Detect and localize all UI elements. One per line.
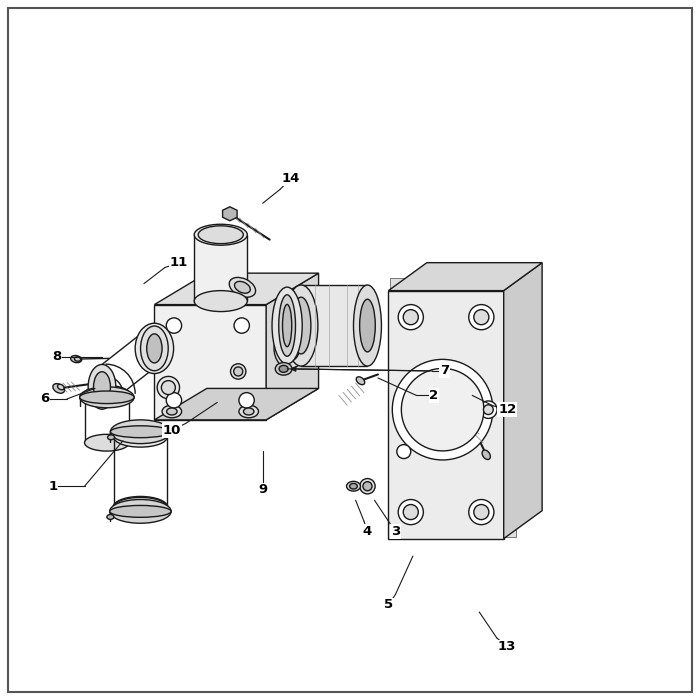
Polygon shape	[194, 234, 247, 301]
Text: 9: 9	[258, 483, 267, 496]
Ellipse shape	[350, 484, 357, 489]
Ellipse shape	[403, 505, 419, 519]
Text: 11: 11	[169, 256, 188, 270]
Ellipse shape	[94, 372, 111, 402]
Ellipse shape	[111, 420, 171, 444]
Text: 12: 12	[498, 403, 517, 416]
Ellipse shape	[162, 405, 181, 418]
Ellipse shape	[280, 336, 300, 361]
Ellipse shape	[234, 318, 249, 333]
Ellipse shape	[52, 384, 64, 393]
Ellipse shape	[469, 304, 494, 330]
Ellipse shape	[167, 318, 181, 333]
Text: 2: 2	[429, 389, 438, 402]
Ellipse shape	[398, 500, 424, 525]
Ellipse shape	[230, 364, 246, 379]
Ellipse shape	[482, 450, 491, 459]
Ellipse shape	[279, 365, 288, 372]
Polygon shape	[223, 206, 237, 220]
Ellipse shape	[85, 386, 130, 402]
Ellipse shape	[111, 426, 171, 438]
Ellipse shape	[108, 435, 115, 440]
Ellipse shape	[80, 387, 134, 408]
Ellipse shape	[274, 328, 305, 369]
Ellipse shape	[244, 408, 254, 415]
Ellipse shape	[363, 482, 372, 491]
Ellipse shape	[147, 334, 162, 363]
Text: 1: 1	[48, 480, 57, 493]
Ellipse shape	[194, 224, 247, 245]
Ellipse shape	[114, 498, 167, 517]
Ellipse shape	[398, 304, 424, 330]
Polygon shape	[390, 278, 517, 537]
Text: 3: 3	[391, 525, 400, 538]
Ellipse shape	[346, 482, 360, 491]
Ellipse shape	[360, 479, 375, 494]
Ellipse shape	[110, 500, 172, 524]
Ellipse shape	[80, 391, 134, 404]
Ellipse shape	[114, 428, 167, 447]
Ellipse shape	[229, 277, 256, 297]
Ellipse shape	[141, 326, 168, 371]
Text: 10: 10	[162, 424, 181, 437]
Text: 13: 13	[498, 640, 517, 653]
Polygon shape	[266, 273, 318, 420]
Ellipse shape	[57, 384, 64, 390]
Ellipse shape	[279, 295, 295, 356]
Ellipse shape	[167, 393, 181, 408]
Ellipse shape	[234, 281, 251, 293]
Ellipse shape	[167, 408, 177, 415]
Ellipse shape	[88, 365, 116, 409]
Ellipse shape	[234, 367, 243, 376]
Polygon shape	[389, 290, 504, 538]
Polygon shape	[155, 273, 318, 304]
Ellipse shape	[85, 434, 130, 451]
Text: 5: 5	[384, 598, 393, 612]
Ellipse shape	[137, 326, 164, 371]
Ellipse shape	[484, 405, 494, 414]
Text: 8: 8	[52, 351, 61, 363]
Text: 6: 6	[40, 393, 49, 405]
Polygon shape	[301, 285, 368, 366]
Ellipse shape	[469, 500, 494, 525]
Ellipse shape	[284, 285, 318, 366]
Ellipse shape	[239, 393, 254, 408]
Polygon shape	[155, 389, 318, 420]
Polygon shape	[389, 262, 542, 290]
Text: 4: 4	[363, 525, 372, 538]
Ellipse shape	[162, 381, 175, 395]
Polygon shape	[504, 262, 542, 538]
Ellipse shape	[135, 323, 174, 374]
Ellipse shape	[74, 357, 81, 361]
Ellipse shape	[480, 401, 497, 419]
Ellipse shape	[272, 287, 302, 364]
Ellipse shape	[194, 290, 247, 312]
Ellipse shape	[474, 309, 489, 325]
Ellipse shape	[291, 298, 311, 354]
Ellipse shape	[158, 377, 179, 399]
Ellipse shape	[110, 505, 172, 517]
Ellipse shape	[107, 514, 114, 519]
Ellipse shape	[275, 363, 292, 375]
Text: 14: 14	[281, 172, 300, 186]
Ellipse shape	[392, 359, 493, 460]
Ellipse shape	[354, 285, 382, 366]
Ellipse shape	[283, 304, 292, 346]
Ellipse shape	[239, 405, 258, 418]
Ellipse shape	[142, 333, 160, 363]
Ellipse shape	[401, 368, 484, 451]
Text: 7: 7	[440, 365, 449, 377]
Ellipse shape	[474, 505, 489, 519]
Ellipse shape	[403, 309, 419, 325]
Ellipse shape	[360, 299, 375, 352]
Ellipse shape	[397, 444, 411, 458]
Ellipse shape	[356, 377, 365, 385]
Ellipse shape	[454, 391, 463, 400]
Ellipse shape	[71, 356, 82, 363]
Polygon shape	[155, 304, 266, 420]
Ellipse shape	[198, 226, 244, 244]
